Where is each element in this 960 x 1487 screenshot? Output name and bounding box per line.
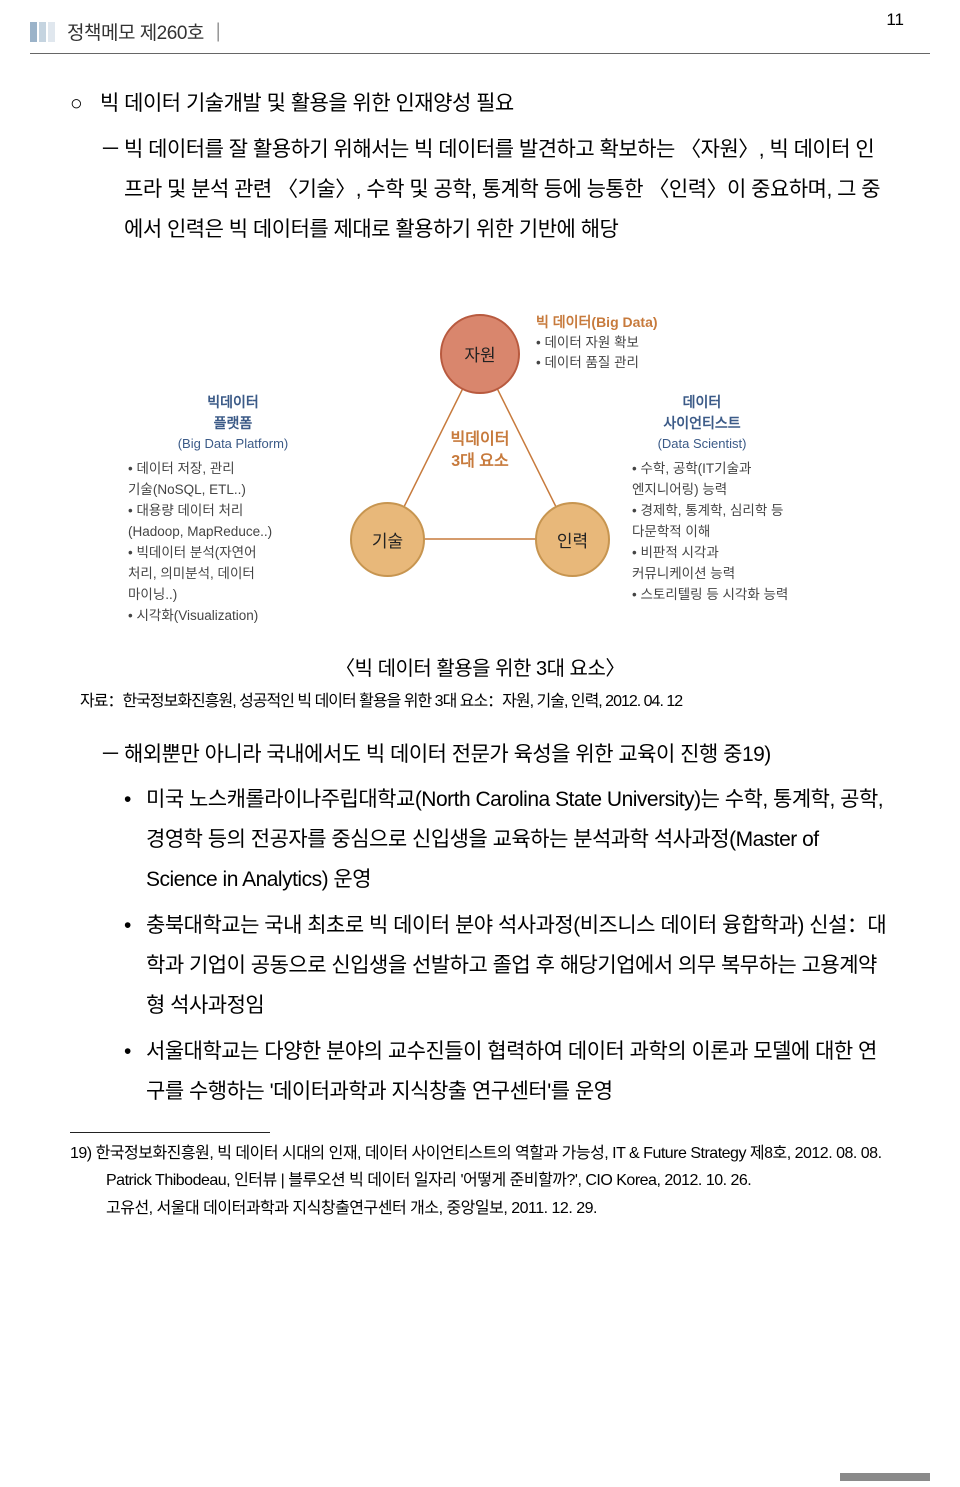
- node-resource: 자원: [440, 314, 520, 394]
- node-label: 인력: [557, 527, 588, 552]
- header-divider: [30, 53, 930, 54]
- diagram: 빅데이터 3대 요소 자원 빅 데이터(Big Data) • 데이터 자원 확…: [70, 274, 890, 644]
- sub-item: － 빅 데이터를 잘 활용하기 위해서는 빅 데이터를 발견하고 확보하는 〈자…: [100, 130, 890, 250]
- diagram-center-label: 빅데이터 3대 요소: [440, 429, 520, 474]
- page-number: 11: [886, 10, 904, 30]
- content-area: ○ 빅 데이터 기술개발 및 활용을 위한 인재양성 필요 － 빅 데이터를 잘…: [0, 84, 960, 1221]
- footnote: 19) 한국정보화진흥원, 빅 데이터 시대의 인재, 데이터 사이언티스트의 …: [70, 1141, 890, 1167]
- bullet-mark: ○: [70, 84, 100, 124]
- dot-text: 충북대학교는 국내 최초로 빅 데이터 분야 석사과정(비즈니스 데이터 융합학…: [146, 906, 890, 1026]
- group-item: • 데이터 품질 관리: [536, 353, 658, 374]
- dash-mark: －: [100, 735, 124, 775]
- diagram-container: 빅데이터 3대 요소 자원 빅 데이터(Big Data) • 데이터 자원 확…: [70, 274, 890, 644]
- node-resource-details: 빅 데이터(Big Data) • 데이터 자원 확보• 데이터 품질 관리: [536, 312, 658, 375]
- footnote: 고유선, 서울대 데이터과학과 지식창출연구센터 개소, 중앙일보, 2011.…: [70, 1196, 890, 1222]
- footer-bar-icon: [840, 1473, 930, 1481]
- footnote-divider: [70, 1132, 270, 1133]
- node-tech: 기술: [350, 502, 425, 577]
- node-tech-details: 빅데이터 플랫폼 (Big Data Platform) • 데이터 저장, 관…: [128, 392, 338, 627]
- dot-text: 미국 노스캐롤라이나주립대학교(North Carolina State Uni…: [146, 780, 890, 900]
- sub-text: 빅 데이터를 잘 활용하기 위해서는 빅 데이터를 발견하고 확보하는 〈자원〉…: [124, 130, 890, 250]
- dot-mark: •: [124, 1032, 146, 1112]
- sub-item: － 해외뿐만 아니라 국내에서도 빅 데이터 전문가 육성을 위한 교육이 진행…: [100, 735, 890, 775]
- sub-text: 해외뿐만 아니라 국내에서도 빅 데이터 전문가 육성을 위한 교육이 진행 중…: [124, 735, 890, 775]
- group-title: 빅 데이터(Big Data): [536, 312, 658, 333]
- header-title: 정책메모 제260호 ｜: [67, 18, 227, 45]
- group-subtitle: (Big Data Platform): [128, 434, 338, 454]
- dot-item: • 미국 노스캐롤라이나주립대학교(North Carolina State U…: [124, 780, 890, 900]
- group-subtitle: (Data Scientist): [632, 434, 772, 454]
- dot-item: • 충북대학교는 국내 최초로 빅 데이터 분야 석사과정(비즈니스 데이터 융…: [124, 906, 890, 1026]
- node-people-details: 데이터 사이언티스트 (Data Scientist) • 수학, 공학(IT기…: [632, 392, 872, 606]
- group-item: • 대용량 데이터 처리 (Hadoop, MapReduce..): [128, 501, 338, 543]
- node-label: 기술: [372, 527, 403, 552]
- node-label: 자원: [464, 341, 495, 366]
- figure-caption: 〈빅 데이터 활용을 위한 3대 요소〉: [70, 652, 890, 681]
- node-people: 인력: [535, 502, 610, 577]
- dash-mark: －: [100, 130, 124, 250]
- page-header: 정책메모 제260호 ｜: [0, 0, 960, 53]
- group-item: • 데이터 저장, 관리 기술(NoSQL, ETL..): [128, 459, 338, 501]
- header-marker-icon: [30, 22, 55, 42]
- dot-text: 서울대학교는 다양한 분야의 교수진들이 협력하여 데이터 과학의 이론과 모델…: [146, 1032, 890, 1112]
- dot-mark: •: [124, 780, 146, 900]
- dot-mark: •: [124, 906, 146, 1026]
- bullet-item: ○ 빅 데이터 기술개발 및 활용을 위한 인재양성 필요: [70, 84, 890, 124]
- group-item: • 데이터 자원 확보: [536, 333, 658, 354]
- group-item: • 시각화(Visualization): [128, 606, 338, 627]
- dot-item: • 서울대학교는 다양한 분야의 교수진들이 협력하여 데이터 과학의 이론과 …: [124, 1032, 890, 1112]
- group-item: • 경제학, 통계학, 심리학 등 다문학적 이해: [632, 501, 872, 543]
- footnote: Patrick Thibodeau, 인터뷰 | 블루오션 빅 데이터 일자리 …: [70, 1168, 890, 1194]
- bullet-text: 빅 데이터 기술개발 및 활용을 위한 인재양성 필요: [100, 84, 890, 124]
- group-item: • 빅데이터 분석(자연어 처리, 의미분석, 데이터 마이닝..): [128, 543, 338, 606]
- group-item: • 비판적 시각과 커뮤니케이션 능력: [632, 543, 872, 585]
- group-item: • 스토리텔링 등 시각화 능력: [632, 585, 872, 606]
- group-title: 빅데이터 플랫폼: [128, 392, 338, 434]
- group-title: 데이터 사이언티스트: [632, 392, 772, 434]
- figure-source: 자료：한국정보화진흥원, 성공적인 빅 데이터 활용을 위한 3대 요소：자원,…: [80, 687, 890, 711]
- center-text: 빅데이터 3대 요소: [451, 431, 510, 470]
- group-item: • 수학, 공학(IT기술과 엔지니어링) 능력: [632, 459, 872, 501]
